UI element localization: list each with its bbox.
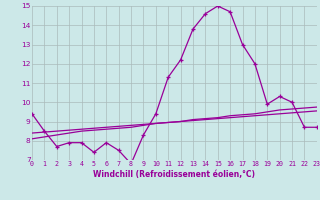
X-axis label: Windchill (Refroidissement éolien,°C): Windchill (Refroidissement éolien,°C) xyxy=(93,170,255,179)
